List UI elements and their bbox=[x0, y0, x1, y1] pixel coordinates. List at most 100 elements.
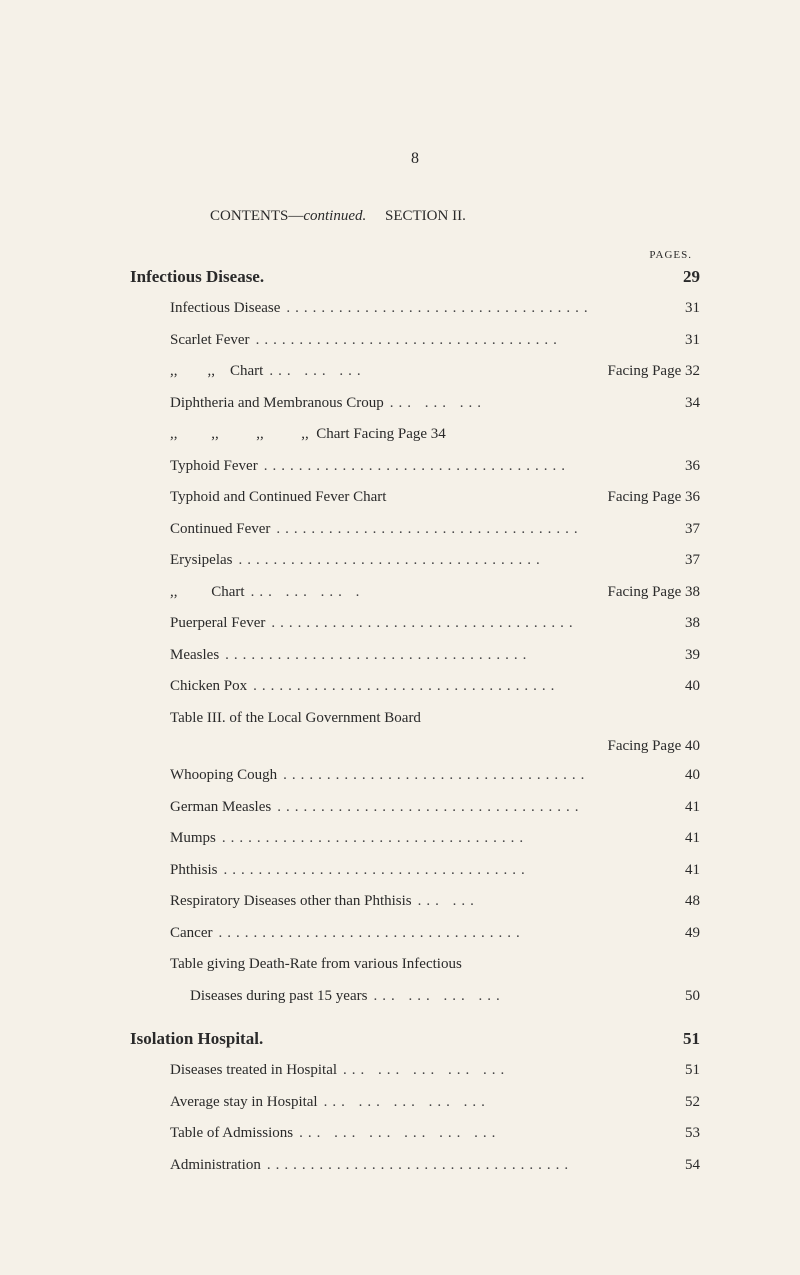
entry-facing-page: Facing Page 36 bbox=[608, 486, 700, 509]
leader-dots: ................................... bbox=[222, 827, 669, 850]
entry-page: 51 bbox=[675, 1059, 700, 1082]
entry-text: Respiratory Diseases other than Phthisis bbox=[170, 890, 412, 913]
entry-text: Cancer bbox=[170, 922, 212, 945]
leader-dots: ................................... bbox=[283, 764, 669, 787]
entry-text: Table III. of the Local Government Board bbox=[170, 707, 421, 730]
entry-text: Continued Fever bbox=[170, 518, 270, 541]
toc-entry: Typhoid and Continued Fever Chart Facing… bbox=[130, 486, 700, 509]
section-title-text: Infectious Disease. bbox=[130, 267, 264, 287]
leader-dots: ................................... bbox=[267, 1154, 669, 1177]
leader-dots: ... ... ... bbox=[269, 360, 601, 383]
toc-entry: Administration .........................… bbox=[130, 1154, 700, 1177]
entry-page: 41 bbox=[675, 859, 700, 882]
section-isolation: Isolation Hospital. 51 bbox=[130, 1029, 700, 1049]
toc-entry: Diseases during past 15 years ... ... ..… bbox=[130, 985, 700, 1008]
contents-header: CONTENTS—continued. SECTION II. bbox=[210, 208, 700, 225]
toc-entry: Scarlet Fever ..........................… bbox=[130, 329, 700, 352]
entry-text: Typhoid and Continued Fever Chart bbox=[170, 486, 386, 509]
entry-text: Diseases treated in Hospital bbox=[170, 1059, 337, 1082]
section-title-text: Isolation Hospital. bbox=[130, 1029, 263, 1049]
toc-entry: Chicken Pox ............................… bbox=[130, 675, 700, 698]
entry-page: 41 bbox=[675, 827, 700, 850]
entry-text: Whooping Cough bbox=[170, 764, 277, 787]
toc-entry: Table giving Death-Rate from various Inf… bbox=[130, 953, 700, 976]
leader-dots: ................................... bbox=[277, 796, 669, 819]
leader-dots: ... ... bbox=[418, 890, 669, 913]
entry-page: 39 bbox=[675, 644, 700, 667]
facing-page-line: Facing Page 40 bbox=[130, 738, 700, 755]
entry-page: 50 bbox=[675, 985, 700, 1008]
entry-text: Infectious Disease bbox=[170, 297, 280, 320]
leader-dots: ................................... bbox=[276, 518, 669, 541]
entry-page: 54 bbox=[675, 1154, 700, 1177]
leader-dots: ................................... bbox=[264, 455, 669, 478]
section-page: 29 bbox=[683, 267, 700, 287]
entry-text: ,, ,, ,, ,, Chart Facing Page 34 bbox=[170, 423, 446, 446]
toc-entry: Puerperal Fever ........................… bbox=[130, 612, 700, 635]
entry-page: 31 bbox=[675, 329, 700, 352]
entry-facing-page: Facing Page 32 bbox=[608, 360, 700, 383]
toc-entry: Average stay in Hospital ... ... ... ...… bbox=[130, 1091, 700, 1114]
entry-text: German Measles bbox=[170, 796, 271, 819]
toc-entry: ,, Chart ... ... ... . Facing Page 38 bbox=[130, 581, 700, 604]
entry-text: Chicken Pox bbox=[170, 675, 247, 698]
leader-dots: ... ... ... ... bbox=[373, 985, 669, 1008]
leader-dots: ... ... ... ... ... bbox=[324, 1091, 669, 1114]
toc-entry: Typhoid Fever ..........................… bbox=[130, 455, 700, 478]
entry-page: 37 bbox=[675, 549, 700, 572]
entry-text: Typhoid Fever bbox=[170, 455, 258, 478]
entry-page: 49 bbox=[675, 922, 700, 945]
leader-dots: ................................... bbox=[224, 859, 669, 882]
leader-dots: ................................... bbox=[218, 922, 669, 945]
toc-entry: ,, ,, Chart ... ... ... Facing Page 32 bbox=[130, 360, 700, 383]
continued-label: continued. bbox=[303, 208, 366, 224]
leader-dots: ................................... bbox=[253, 675, 669, 698]
section-page: 51 bbox=[683, 1029, 700, 1049]
toc-entry: Whooping Cough .........................… bbox=[130, 764, 700, 787]
toc-entry: Diseases treated in Hospital ... ... ...… bbox=[130, 1059, 700, 1082]
entry-text: Measles bbox=[170, 644, 219, 667]
entry-page: 53 bbox=[675, 1122, 700, 1145]
toc-entry: Diphtheria and Membranous Croup ... ... … bbox=[130, 392, 700, 415]
toc-entry: ,, ,, ,, ,, Chart Facing Page 34 bbox=[130, 423, 700, 446]
entry-text: Scarlet Fever bbox=[170, 329, 250, 352]
entry-text: Puerperal Fever bbox=[170, 612, 265, 635]
entry-page: 31 bbox=[675, 297, 700, 320]
entry-page: 41 bbox=[675, 796, 700, 819]
entry-facing-page: Facing Page 38 bbox=[608, 581, 700, 604]
toc-entry: Cancer .................................… bbox=[130, 922, 700, 945]
leader-dots: ................................... bbox=[271, 612, 669, 635]
toc-entry: Table of Admissions ... ... ... ... ... … bbox=[130, 1122, 700, 1145]
section-infectious: Infectious Disease. 29 bbox=[130, 267, 700, 287]
entry-page: 38 bbox=[675, 612, 700, 635]
entry-text: ,, ,, Chart bbox=[170, 360, 263, 383]
pages-column-label: PAGES. bbox=[130, 249, 700, 261]
entry-page: 36 bbox=[675, 455, 700, 478]
contents-label: CONTENTS— bbox=[210, 208, 303, 224]
leader-dots: ................................... bbox=[225, 644, 669, 667]
entry-page: 40 bbox=[675, 675, 700, 698]
entry-page: 34 bbox=[675, 392, 700, 415]
leader-dots: ................................... bbox=[238, 549, 669, 572]
entry-text: Administration bbox=[170, 1154, 261, 1177]
leader-dots: ... ... ... ... ... bbox=[343, 1059, 669, 1082]
entry-page: 52 bbox=[675, 1091, 700, 1114]
toc-entry: Table III. of the Local Government Board bbox=[130, 707, 700, 730]
toc-entry: Erysipelas .............................… bbox=[130, 549, 700, 572]
leader-dots: ................................... bbox=[256, 329, 669, 352]
leader-dots: ... ... ... bbox=[390, 392, 669, 415]
entry-page: 37 bbox=[675, 518, 700, 541]
entry-text: Table of Admissions bbox=[170, 1122, 293, 1145]
leader-dots: ................................... bbox=[286, 297, 669, 320]
leader-dots: ... ... ... ... ... ... bbox=[299, 1122, 669, 1145]
toc-entry: Infectious Disease .....................… bbox=[130, 297, 700, 320]
toc-entry: Measles ................................… bbox=[130, 644, 700, 667]
entry-text: Table giving Death-Rate from various Inf… bbox=[170, 953, 462, 976]
page-number: 8 bbox=[130, 150, 700, 168]
toc-entry: Phthisis ...............................… bbox=[130, 859, 700, 882]
entry-text: ,, Chart bbox=[170, 581, 245, 604]
entry-page: 40 bbox=[675, 764, 700, 787]
toc-entry: German Measles .........................… bbox=[130, 796, 700, 819]
entry-text: Phthisis bbox=[170, 859, 218, 882]
toc-entry: Mumps ..................................… bbox=[130, 827, 700, 850]
